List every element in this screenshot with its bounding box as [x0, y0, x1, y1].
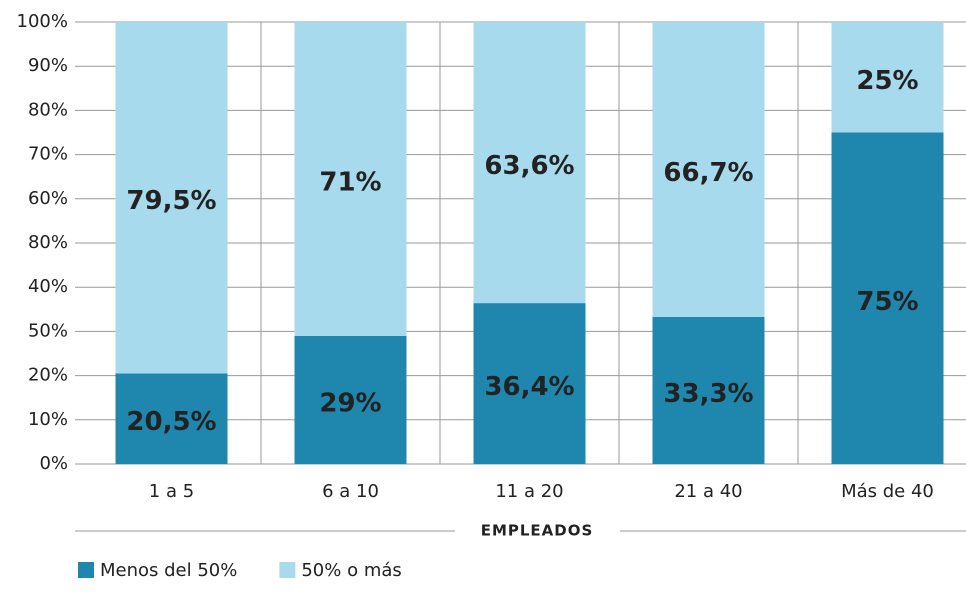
y-tick-label: 60% [28, 188, 68, 209]
y-tick-label: 10% [28, 409, 68, 430]
data-label: 71% [319, 167, 381, 197]
bar-segment [831, 132, 944, 464]
legend-swatch [78, 562, 94, 578]
bar-segment [473, 22, 586, 304]
legend-swatch [279, 562, 296, 578]
bar-segment [115, 22, 228, 374]
bar-segment [652, 22, 765, 317]
bar-segment [115, 373, 228, 464]
x-tick-label: 11 a 20 [495, 481, 563, 502]
y-tick-label: 20% [28, 365, 68, 386]
y-tick-label: 80% [28, 99, 68, 120]
bar-segment [652, 316, 765, 464]
bar-segment [831, 22, 944, 133]
y-tick-label: 0% [39, 453, 68, 474]
data-label: 63,6% [484, 151, 574, 181]
y-tick-label: 50% [28, 320, 68, 341]
legend-label: Menos del 50% [100, 560, 237, 581]
data-label: 36,4% [484, 372, 574, 402]
data-label: 33,3% [663, 379, 753, 409]
bar-segment [473, 303, 586, 464]
y-tick-label: 100% [17, 11, 68, 32]
data-label: 29% [319, 388, 381, 418]
data-label: 20,5% [126, 407, 216, 437]
data-label: 79,5% [126, 186, 216, 216]
x-tick-label: 1 a 5 [149, 481, 194, 502]
x-tick-label: 6 a 10 [322, 481, 379, 502]
y-tick-label: 90% [28, 55, 68, 76]
data-label: 66,7% [663, 158, 753, 188]
x-tick-label: Más de 40 [841, 481, 934, 502]
legend-label: 50% o más [301, 560, 401, 581]
data-label: 75% [856, 287, 918, 317]
x-axis-title: EMPLEADOS [481, 522, 594, 540]
y-tick-label: 70% [28, 144, 68, 165]
x-tick-label: 21 a 40 [674, 481, 742, 502]
bar-segment [294, 335, 407, 464]
y-tick-label: 40% [28, 276, 68, 297]
data-label: 25% [856, 66, 918, 96]
y-tick-label: 80% [28, 232, 68, 253]
bar-segment [294, 22, 407, 336]
